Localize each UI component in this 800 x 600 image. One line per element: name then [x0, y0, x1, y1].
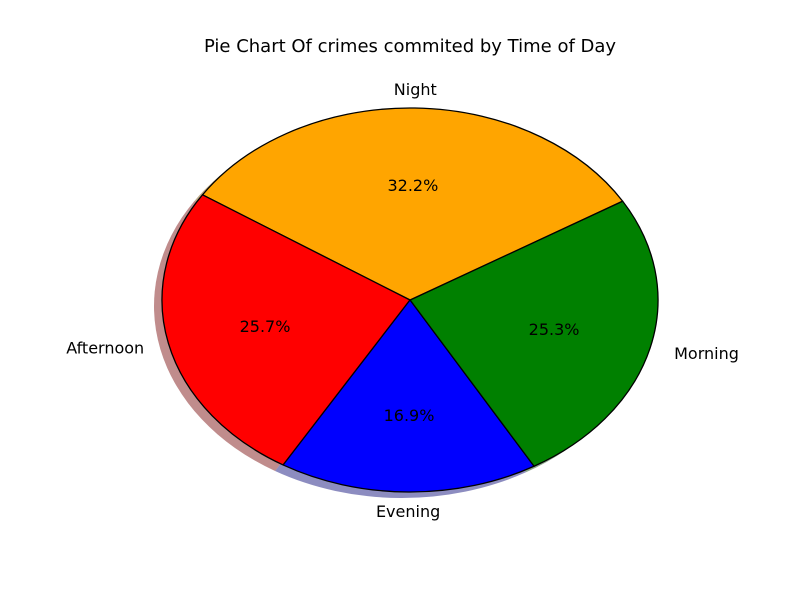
- slice-label-night: Night: [394, 80, 437, 99]
- slice-percent-afternoon: 25.7%: [240, 317, 291, 336]
- slice-percent-morning: 25.3%: [529, 320, 580, 339]
- slice-percent-night: 32.2%: [387, 176, 438, 195]
- pie-slice-night: [201, 107, 624, 301]
- pie-slices: [161, 107, 659, 493]
- pie-labels: Morning 25.3% Night 32.2% Afternoon 25.7% Even…: [66, 80, 739, 521]
- chart-title: Pie Chart Of crimes commited by Time of …: [204, 36, 616, 57]
- pie-slice-morning: [409, 200, 659, 467]
- pie-slice-evening: [282, 299, 535, 493]
- slice-percent-evening: 16.9%: [384, 406, 435, 425]
- slice-label-afternoon: Afternoon: [66, 339, 144, 358]
- slice-label-evening: Evening: [376, 502, 440, 521]
- pie-slice-afternoon: [161, 194, 411, 466]
- slice-label-morning: Morning: [674, 344, 739, 363]
